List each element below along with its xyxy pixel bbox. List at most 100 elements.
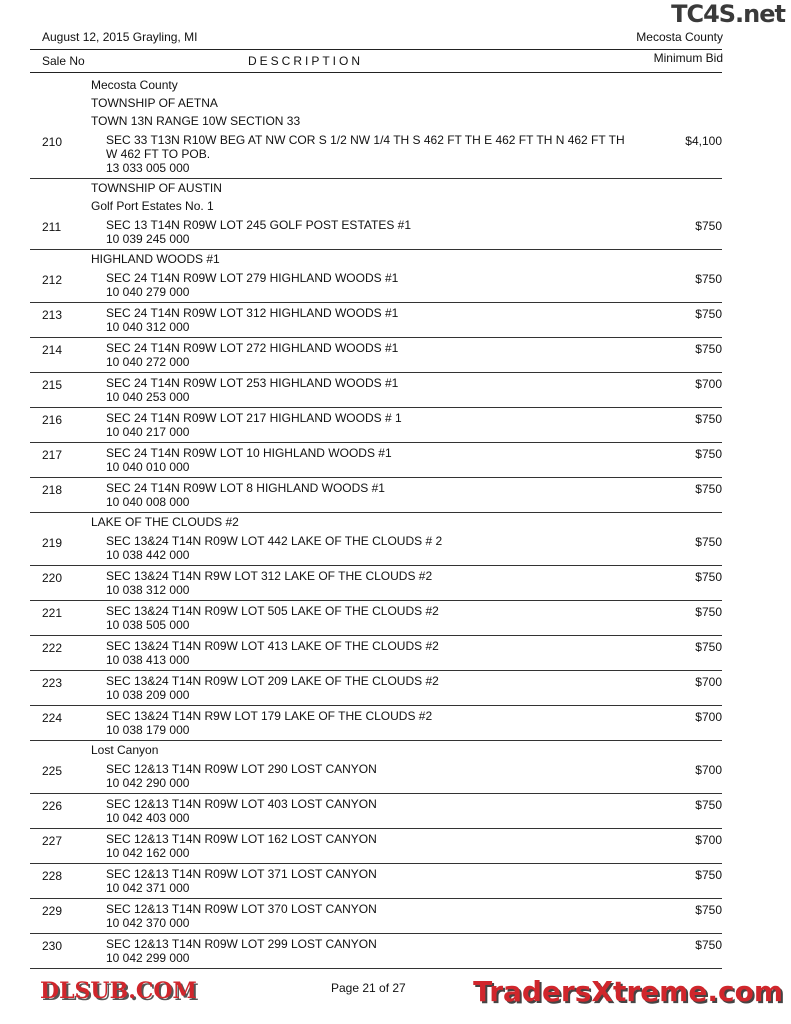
minimum-bid: $750 — [695, 570, 722, 584]
sale-number: 214 — [42, 343, 63, 357]
sale-number: 228 — [42, 869, 63, 883]
table-row: 227 $700 SEC 12&13 T14N R09W LOT 162 LOST … — [30, 829, 722, 864]
parcel-number: 10 038 413 000 — [106, 653, 190, 667]
parcel-number: 10 042 162 000 — [106, 846, 190, 860]
description: SEC 12&13 T14N R09W LOT 162 LOST CANYON — [106, 832, 377, 846]
table-row: 224 $700 SEC 13&24 T14N R9W LOT 179 LAKE O… — [30, 706, 722, 741]
sale-number: 212 — [42, 273, 63, 287]
description: SEC 13 T14N R09W LOT 245 GOLF POST ESTAT… — [106, 218, 412, 232]
minimum-bid: $750 — [695, 938, 722, 952]
divider — [30, 49, 722, 50]
description: SEC 24 T14N R09W LOT 217 HIGHLAND WOODS … — [106, 411, 402, 425]
description: SEC 33 T13N R10W BEG AT NW COR S 1/2 NW … — [106, 133, 625, 161]
minimum-bid: $750 — [695, 342, 722, 356]
listing-table: Mecosta County TOWNSHIP OF AETNA TOWN 13N … — [30, 76, 722, 969]
table-row: 221 $750 SEC 13&24 T14N R09W LOT 505 LAKE … — [30, 601, 722, 636]
table-row: 228 $750 SEC 12&13 T14N R09W LOT 371 LOST … — [30, 864, 722, 899]
section-heading: TOWN 13N RANGE 10W SECTION 33 — [91, 114, 301, 128]
column-header-description: DESCRIPTION — [248, 54, 364, 68]
table-row: 220 $750 SEC 13&24 T14N R9W LOT 312 LAKE O… — [30, 566, 722, 601]
sale-number: 223 — [42, 676, 63, 690]
description: SEC 24 T14N R09W LOT 312 HIGHLAND WOODS … — [106, 306, 399, 320]
parcel-number: 10 040 279 000 — [106, 285, 190, 299]
description: SEC 13&24 T14N R09W LOT 442 LAKE OF THE … — [106, 534, 443, 548]
sale-number: 220 — [42, 571, 63, 585]
description: SEC 24 T14N R09W LOT 8 HIGHLAND WOODS #1 — [106, 481, 385, 495]
sale-number: 225 — [42, 764, 63, 778]
table-row: 219 $750 SEC 13&24 T14N R09W LOT 442 LAKE … — [30, 531, 722, 566]
table-row: 230 $750 SEC 12&13 T14N R09W LOT 299 LOST … — [30, 934, 722, 969]
description: SEC 13&24 T14N R09W LOT 209 LAKE OF THE … — [106, 674, 439, 688]
sale-number: 221 — [42, 606, 63, 620]
description: SEC 13&24 T14N R09W LOT 413 LAKE OF THE … — [106, 639, 439, 653]
parcel-number: 10 038 179 000 — [106, 723, 190, 737]
minimum-bid: $750 — [695, 798, 722, 812]
minimum-bid: $700 — [695, 377, 722, 391]
sale-number: 215 — [42, 378, 63, 392]
table-row: 217 $750 SEC 24 T14N R09W LOT 10 HIGHLAND … — [30, 443, 722, 478]
parcel-number: 10 042 403 000 — [106, 811, 190, 825]
minimum-bid: $750 — [695, 307, 722, 321]
sale-number: 211 — [42, 220, 62, 234]
watermark-tradersxtreme: TradersXtreme.com — [473, 975, 783, 1008]
table-row: 211 $750 SEC 13 T14N R09W LOT 245 GOLF POS… — [30, 215, 722, 250]
description: SEC 24 T14N R09W LOT 279 HIGHLAND WOODS … — [106, 271, 399, 285]
parcel-number: 10 040 272 000 — [106, 355, 190, 369]
column-header-sale-no: Sale No — [42, 54, 85, 68]
minimum-bid: $750 — [695, 412, 722, 426]
description: SEC 12&13 T14N R09W LOT 370 LOST CANYON — [106, 902, 377, 916]
table-row: 222 $750 SEC 13&24 T14N R09W LOT 413 LAKE … — [30, 636, 722, 671]
sale-number: 218 — [42, 483, 63, 497]
county-name: Mecosta County — [636, 30, 723, 44]
watermark-tc4s: TC4S.net — [671, 0, 786, 28]
parcel-number: 10 042 290 000 — [106, 776, 190, 790]
parcel-number: 10 038 312 000 — [106, 583, 190, 597]
parcel-number: 10 038 442 000 — [106, 548, 190, 562]
table-row: 212 $750 SEC 24 T14N R09W LOT 279 HIGHLAND… — [30, 268, 722, 303]
section-heading: LAKE OF THE CLOUDS #2 — [91, 515, 239, 529]
minimum-bid: $700 — [695, 833, 722, 847]
page-number: Page 21 of 27 — [331, 981, 406, 995]
description: SEC 13&24 T14N R9W LOT 312 LAKE OF THE C… — [106, 569, 433, 583]
minimum-bid: $700 — [695, 763, 722, 777]
sale-number: 213 — [42, 308, 63, 322]
divider — [30, 72, 722, 73]
parcel-number: 13 033 005 000 — [106, 161, 190, 175]
minimum-bid: $750 — [695, 535, 722, 549]
minimum-bid: $700 — [695, 675, 722, 689]
watermark-dlsub: DLSUB.COM — [40, 978, 197, 1004]
minimum-bid: $700 — [695, 710, 722, 724]
table-row: 213 $750 SEC 24 T14N R09W LOT 312 HIGHLAND… — [30, 303, 722, 338]
description: SEC 24 T14N R09W LOT 10 HIGHLAND WOODS #… — [106, 446, 392, 460]
table-row: 215 $700 SEC 24 T14N R09W LOT 253 HIGHLAND… — [30, 373, 722, 408]
sale-number: 226 — [42, 799, 63, 813]
description: SEC 12&13 T14N R09W LOT 290 LOST CANYON — [106, 762, 377, 776]
minimum-bid: $750 — [695, 482, 722, 496]
sale-number: 230 — [42, 939, 63, 953]
table-row: 214 $750 SEC 24 T14N R09W LOT 272 HIGHLAND… — [30, 338, 722, 373]
table-row: 218 $750 SEC 24 T14N R09W LOT 8 HIGHLAND W… — [30, 478, 722, 513]
section-heading: TOWNSHIP OF AUSTIN — [91, 181, 222, 195]
parcel-number: 10 042 299 000 — [106, 951, 190, 965]
sale-number: 216 — [42, 413, 63, 427]
parcel-number: 10 038 209 000 — [106, 688, 190, 702]
parcel-number: 10 040 008 000 — [106, 495, 190, 509]
column-header-minimum-bid: Minimum Bid — [653, 51, 723, 65]
description: SEC 13&24 T14N R9W LOT 179 LAKE OF THE C… — [106, 709, 433, 723]
description: SEC 13&24 T14N R09W LOT 505 LAKE OF THE … — [106, 604, 439, 618]
minimum-bid: $750 — [695, 272, 722, 286]
section-heading: Golf Port Estates No. 1 — [91, 199, 214, 213]
table-row: 225 $700 SEC 12&13 T14N R09W LOT 290 LOST … — [30, 759, 722, 794]
parcel-number: 10 042 371 000 — [106, 881, 190, 895]
parcel-number: 10 040 217 000 — [106, 425, 190, 439]
sale-date-location: August 12, 2015 Grayling, MI — [42, 30, 198, 44]
minimum-bid: $750 — [695, 868, 722, 882]
sale-number: 222 — [42, 641, 63, 655]
section-heading: Mecosta County — [91, 78, 178, 92]
table-row: 226 $750 SEC 12&13 T14N R09W LOT 403 LOST … — [30, 794, 722, 829]
minimum-bid: $750 — [695, 447, 722, 461]
parcel-number: 10 039 245 000 — [106, 232, 190, 246]
table-row: 229 $750 SEC 12&13 T14N R09W LOT 370 LOST … — [30, 899, 722, 934]
sale-number: 229 — [42, 904, 63, 918]
